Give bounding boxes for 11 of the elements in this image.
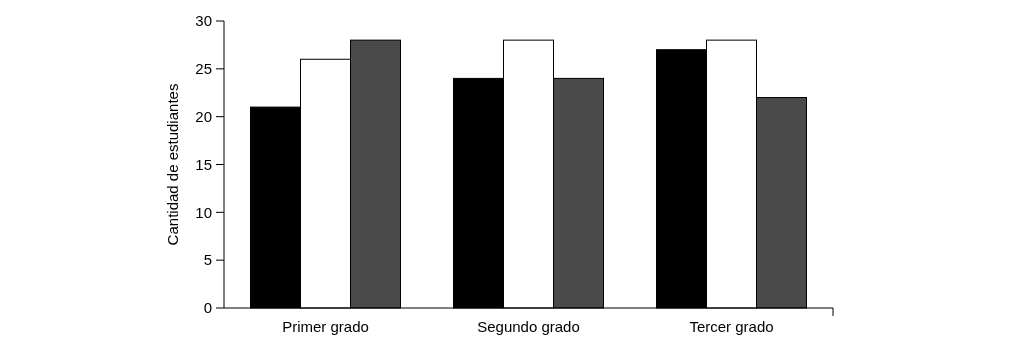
x-tick-label: Segundo grado [477, 318, 580, 335]
x-tick-label: Tercer grado [689, 318, 774, 335]
y-tick-label: 5 [203, 251, 212, 269]
x-tick-label: Primer grado [282, 318, 369, 335]
y-tick-label: 30 [195, 12, 212, 30]
y-tick-label: 25 [195, 60, 212, 78]
y-tick-label: 10 [195, 203, 212, 221]
y-tick-label: 20 [195, 107, 212, 125]
y-tick-label: 15 [195, 155, 212, 173]
y-tick-label: 0 [203, 299, 212, 317]
y-axis-title: Cantidad de estudiantes [164, 83, 181, 246]
